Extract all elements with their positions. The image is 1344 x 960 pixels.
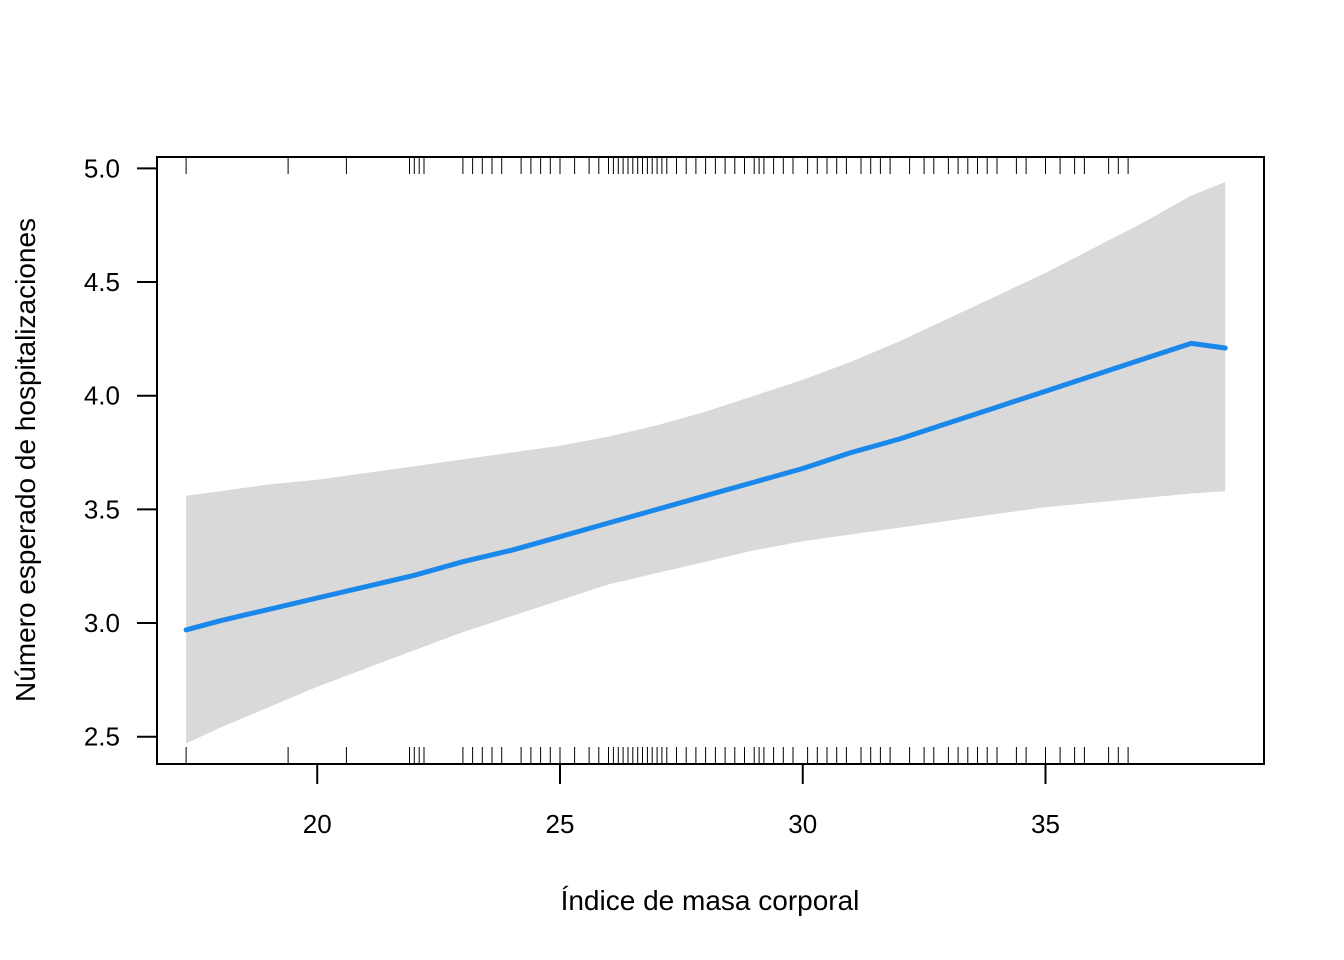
y-tick-label: 3.0	[84, 608, 120, 638]
confidence-band	[186, 182, 1226, 744]
x-tick-label: 30	[788, 809, 817, 839]
plot-frame	[156, 156, 1265, 765]
confidence-band-layer	[186, 182, 1226, 744]
y-tick-label: 3.5	[84, 494, 120, 524]
x-tick-label: 25	[546, 809, 575, 839]
y-tick-label: 5.0	[84, 153, 120, 183]
x-tick-label: 20	[303, 809, 332, 839]
y-tick-label: 2.5	[84, 722, 120, 752]
x-tick-label: 35	[1031, 809, 1060, 839]
x-axis: 20 25 30 35	[303, 764, 1060, 839]
y-axis: 2.5 3.0 3.5 4.0 4.5 5.0	[84, 153, 157, 752]
fit-line-layer	[183, 340, 1228, 633]
rug-layer	[185, 157, 1129, 764]
y-tick-label: 4.5	[84, 267, 120, 297]
fit-line	[183, 340, 1228, 633]
y-tick-label: 4.0	[84, 381, 120, 411]
x-axis-title: Índice de masa corporal	[561, 885, 860, 916]
y-axis-title: Número esperado de hospitalizaciones	[10, 218, 41, 702]
